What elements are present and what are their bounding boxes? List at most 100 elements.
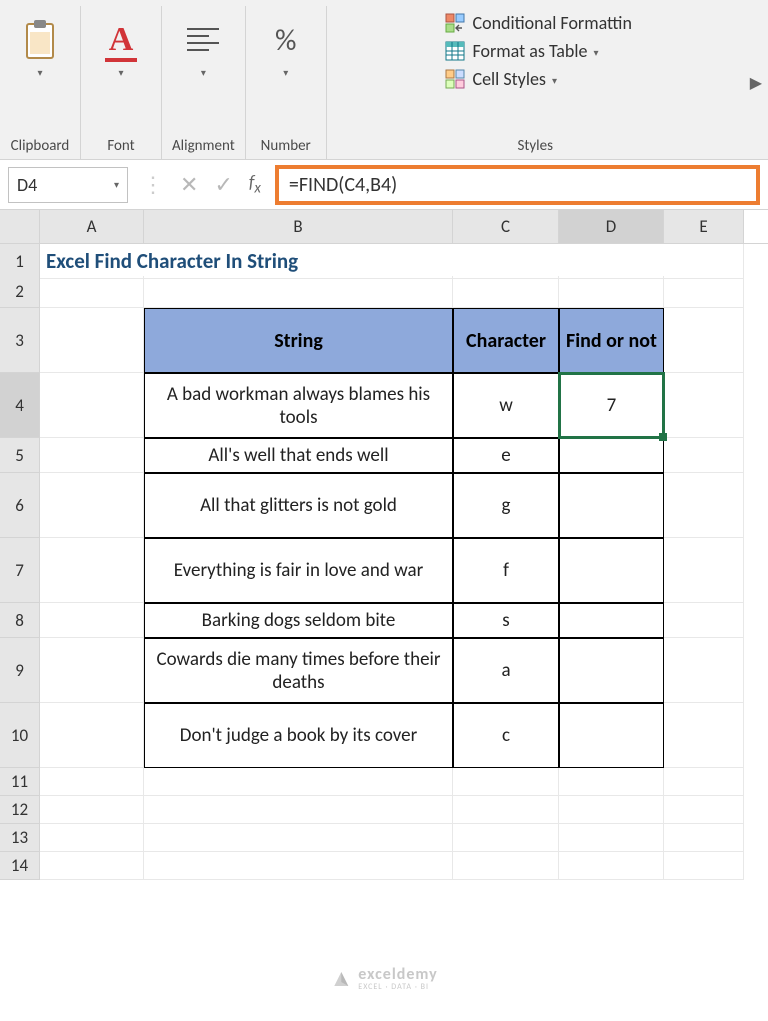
row-header[interactable]: 5 <box>0 438 40 473</box>
select-all-corner[interactable] <box>0 210 40 243</box>
row-header[interactable]: 4 <box>0 373 40 438</box>
cell[interactable] <box>664 438 744 473</box>
cell-styles-button[interactable]: Cell Styles ▾ <box>444 68 557 90</box>
cell[interactable] <box>559 824 664 852</box>
selected-cell[interactable]: 7 <box>559 373 664 438</box>
cell[interactable] <box>664 603 744 638</box>
cell[interactable] <box>664 768 744 796</box>
col-header-D[interactable]: D <box>559 210 664 243</box>
table-cell-char[interactable]: f <box>453 538 559 603</box>
row-header[interactable]: 1 <box>0 244 40 279</box>
row-header[interactable]: 3 <box>0 308 40 373</box>
table-cell-char[interactable]: e <box>453 438 559 473</box>
row-header[interactable]: 12 <box>0 796 40 824</box>
title-cell[interactable]: Excel Find Character In String <box>40 244 744 279</box>
cell[interactable] <box>144 824 453 852</box>
font-button[interactable]: A ▾ <box>91 12 151 83</box>
col-header-A[interactable]: A <box>40 210 144 243</box>
cell[interactable] <box>40 768 144 796</box>
row-header[interactable]: 14 <box>0 852 40 880</box>
row-header[interactable]: 8 <box>0 603 40 638</box>
cancel-icon[interactable]: ✕ <box>180 171 198 198</box>
cell[interactable] <box>40 373 144 438</box>
fx-icon[interactable]: fx <box>249 171 261 198</box>
table-header-find[interactable]: Find or not <box>559 308 664 373</box>
cell[interactable] <box>144 768 453 796</box>
cell[interactable] <box>40 824 144 852</box>
cell[interactable] <box>40 603 144 638</box>
cell[interactable] <box>40 796 144 824</box>
table-cell-string[interactable]: Barking dogs seldom bite <box>144 603 453 638</box>
table-cell-char[interactable]: w <box>453 373 559 438</box>
cell[interactable] <box>664 852 744 880</box>
cell[interactable] <box>559 796 664 824</box>
table-header-string[interactable]: String <box>144 308 453 373</box>
table-cell-find[interactable] <box>559 473 664 538</box>
cell[interactable] <box>559 276 664 308</box>
table-cell-string[interactable]: All's well that ends well <box>144 438 453 473</box>
col-header-E[interactable]: E <box>664 210 744 243</box>
cell[interactable] <box>40 308 144 373</box>
formula-input[interactable]: =FIND(C4,B4) <box>275 165 760 205</box>
cell[interactable] <box>664 373 744 438</box>
row-header[interactable]: 13 <box>0 824 40 852</box>
conditional-formatting-button[interactable]: Conditional Formattin <box>444 12 631 34</box>
number-button[interactable]: % ▾ <box>256 12 316 83</box>
cell[interactable] <box>664 276 744 308</box>
col-header-B[interactable]: B <box>144 210 453 243</box>
cell[interactable] <box>664 703 744 768</box>
table-cell-char[interactable]: c <box>453 703 559 768</box>
cell[interactable] <box>453 796 559 824</box>
fill-handle[interactable] <box>659 433 667 441</box>
row-header[interactable]: 6 <box>0 473 40 538</box>
cell[interactable] <box>453 768 559 796</box>
cell[interactable] <box>40 473 144 538</box>
row-header[interactable]: 10 <box>0 703 40 768</box>
name-box[interactable]: D4 ▾ <box>8 167 128 203</box>
row-header[interactable]: 7 <box>0 538 40 603</box>
table-header-char[interactable]: Character <box>453 308 559 373</box>
cell[interactable] <box>144 852 453 880</box>
cell[interactable] <box>664 308 744 373</box>
paste-button[interactable]: ▾ <box>10 12 70 83</box>
format-as-table-button[interactable]: Format as Table ▾ <box>444 40 598 62</box>
table-cell-string[interactable]: A bad workman always blames his tools <box>144 373 453 438</box>
table-cell-string[interactable]: Everything is fair in love and war <box>144 538 453 603</box>
table-cell-string[interactable]: Cowards die many times before their deat… <box>144 638 453 703</box>
cell[interactable] <box>559 768 664 796</box>
cell[interactable] <box>40 852 144 880</box>
cell[interactable] <box>664 638 744 703</box>
table-cell-find[interactable] <box>559 703 664 768</box>
ribbon-more-button[interactable]: ▶ <box>744 6 768 159</box>
cell[interactable] <box>40 276 144 308</box>
cell[interactable] <box>40 638 144 703</box>
cell[interactable] <box>144 276 453 308</box>
col-header-C[interactable]: C <box>453 210 559 243</box>
cell[interactable] <box>453 276 559 308</box>
table-cell-find[interactable] <box>559 603 664 638</box>
table-cell-find[interactable] <box>559 638 664 703</box>
cell[interactable] <box>559 852 664 880</box>
cell[interactable] <box>144 796 453 824</box>
cell[interactable] <box>664 796 744 824</box>
cell[interactable] <box>453 852 559 880</box>
row-header[interactable]: 11 <box>0 768 40 796</box>
table-cell-find[interactable] <box>559 438 664 473</box>
table-cell-string[interactable]: Don't judge a book by its cover <box>144 703 453 768</box>
table-cell-find[interactable] <box>559 538 664 603</box>
enter-icon[interactable]: ✓ <box>214 171 232 198</box>
table-cell-string[interactable]: All that glitters is not gold <box>144 473 453 538</box>
cell[interactable] <box>664 473 744 538</box>
row-header[interactable]: 2 <box>0 276 40 308</box>
table-cell-char[interactable]: a <box>453 638 559 703</box>
cell[interactable] <box>453 824 559 852</box>
cell[interactable] <box>664 538 744 603</box>
row-header[interactable]: 9 <box>0 638 40 703</box>
table-cell-char[interactable]: g <box>453 473 559 538</box>
cell[interactable] <box>664 824 744 852</box>
alignment-button[interactable]: ▾ <box>173 12 233 83</box>
cell[interactable] <box>40 538 144 603</box>
cell[interactable] <box>40 438 144 473</box>
cell[interactable] <box>40 703 144 768</box>
table-cell-char[interactable]: s <box>453 603 559 638</box>
